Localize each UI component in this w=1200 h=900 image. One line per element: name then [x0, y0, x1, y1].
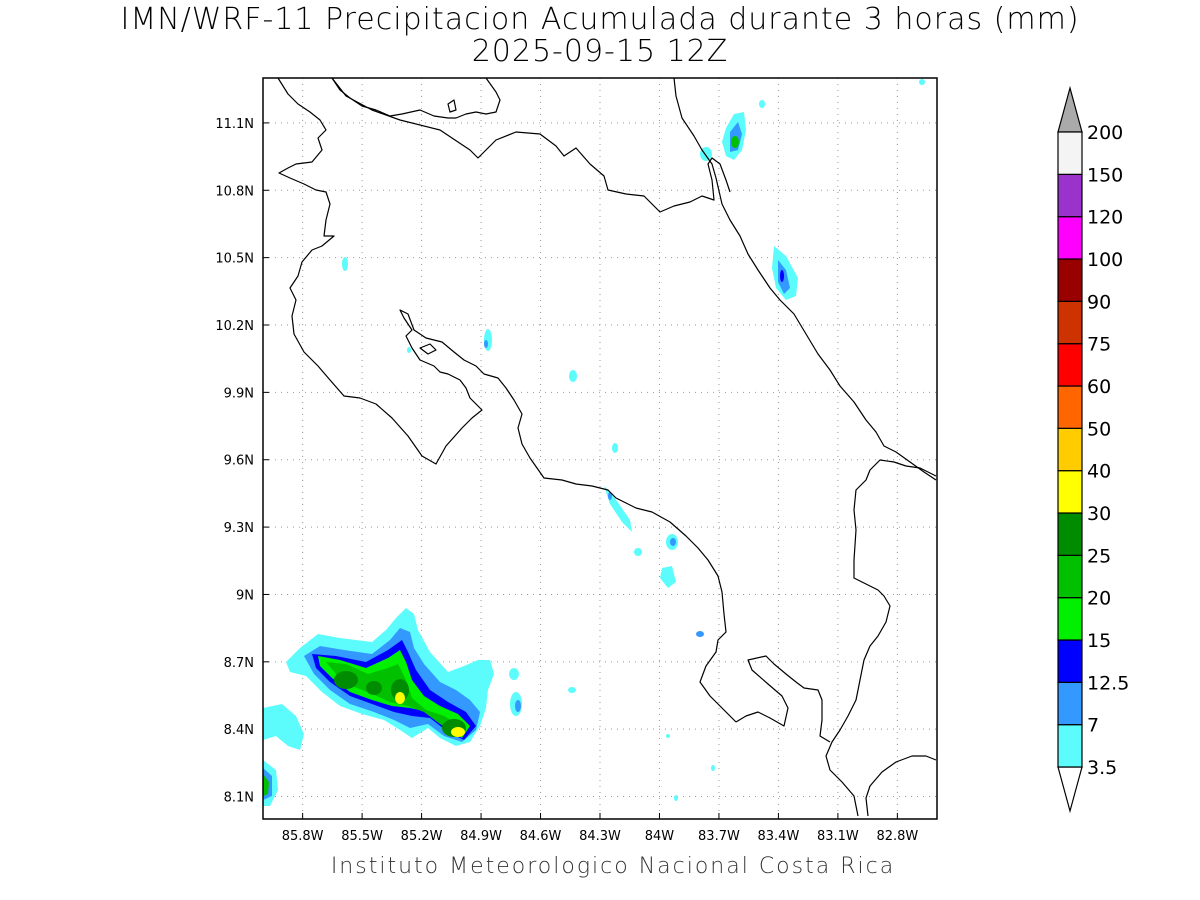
- map-frame: [262, 77, 938, 820]
- lake-island: [447, 99, 457, 113]
- colorbar-box: [1057, 554, 1083, 599]
- colorbar-box: [1057, 300, 1083, 345]
- colorbar-label: 60: [1087, 376, 1111, 398]
- colorbar-box: [1057, 427, 1083, 472]
- pacific-coastline: [277, 77, 737, 723]
- latitude-label: 9.3N: [224, 521, 254, 536]
- longitude-label: 85.2W: [401, 829, 443, 844]
- colorbar-under-arrow: [1057, 766, 1083, 814]
- longitude-label: 85.5W: [341, 829, 383, 844]
- precip-cluster-southwest: [286, 608, 494, 746]
- latitude-label: 9.9N: [224, 386, 254, 401]
- colorbar-over-arrow: [1057, 85, 1083, 133]
- map-subtitle: 2025-09-15 12Z: [471, 34, 729, 69]
- colorbar-label: 200: [1087, 122, 1123, 144]
- colorbar-label: 12.5: [1087, 672, 1129, 694]
- latitude-label: 10.8N: [215, 184, 254, 199]
- latitude-label: 11.1N: [215, 117, 254, 132]
- latitude-tick-labels: 8.1N 8.4N 8.7N 9N 9.3N 9.6N 9.9N 10.2N 10.5N 10.8…: [215, 117, 254, 806]
- precip-cluster-west-edge: [263, 668, 576, 806]
- latitude-label: 9N: [236, 588, 254, 603]
- longitude-label: 82.8W: [876, 829, 918, 844]
- osa-peninsula: [735, 655, 831, 743]
- colorbar-box: [1057, 724, 1083, 768]
- colorbar-label: 75: [1087, 334, 1111, 356]
- colorbar-box: [1057, 173, 1083, 218]
- colorbar-box: [1057, 131, 1083, 175]
- colorbar-label: 150: [1087, 164, 1123, 186]
- colorbar-labels: 3.5 7 12.5 15 20 25 30 40 50 60 75 90 100 120 150 200: [1087, 122, 1129, 779]
- lake-outline: [331, 77, 501, 119]
- precip-cluster-northeast: [700, 100, 798, 300]
- colorbar-label: 20: [1087, 588, 1111, 610]
- longitude-label: 84.9W: [460, 829, 502, 844]
- colorbar-box: [1057, 216, 1083, 260]
- colorbar-label: 90: [1087, 291, 1111, 313]
- longitude-label: 83.4W: [758, 829, 800, 844]
- nicoya-island: [419, 343, 437, 355]
- colorbar-label: 40: [1087, 461, 1111, 483]
- colorbar-box: [1057, 512, 1083, 556]
- colorbar-label: 50: [1087, 418, 1111, 440]
- colorbar-box: [1057, 639, 1083, 683]
- latitude-label: 10.5N: [215, 252, 254, 267]
- colorbar-box: [1057, 258, 1083, 302]
- colorbar-box: [1057, 385, 1083, 429]
- lake-nicaragua: [331, 77, 731, 213]
- colorbar-box: [1057, 597, 1083, 641]
- latitude-label: 10.2N: [215, 319, 254, 334]
- colorbar-label: 100: [1087, 249, 1123, 271]
- colorbar-label: 30: [1087, 503, 1111, 525]
- longitude-label: 85.8W: [282, 829, 324, 844]
- longitude-label: 84W: [645, 829, 675, 844]
- precip-scattered-cells: [342, 79, 925, 801]
- map-gridlines: [263, 78, 937, 819]
- colorbar-label: 3.5: [1087, 757, 1117, 779]
- colorbar-label: 25: [1087, 545, 1111, 567]
- institution-footer: Instituto Meteorologico Nacional Costa R…: [330, 854, 896, 879]
- precipitation-field: [263, 79, 925, 806]
- longitude-label: 83.1W: [817, 829, 859, 844]
- longitude-label: 84.6W: [520, 829, 562, 844]
- longitude-tick-labels: 85.8W 85.5W 85.2W 84.9W 84.6W 84.3W 84W 83.7W 83…: [282, 829, 919, 844]
- latitude-label: 8.4N: [224, 723, 254, 738]
- coastline-borders: [277, 77, 937, 817]
- latitude-label: 8.7N: [224, 656, 254, 671]
- colorbar-box: [1057, 343, 1083, 387]
- longitude-label: 83.7W: [698, 829, 740, 844]
- caribbean-coastline: [673, 77, 937, 481]
- precipitation-colorbar: 3.5 7 12.5 15 20 25 30 40 50 60 75 90 100 120 150 200: [1057, 85, 1129, 814]
- latitude-label: 9.6N: [224, 454, 254, 469]
- colorbar-label: 120: [1087, 207, 1123, 229]
- colorbar-label: 7: [1087, 715, 1099, 737]
- colorbar-box: [1057, 470, 1083, 514]
- longitude-label: 84.3W: [579, 829, 621, 844]
- panama-border: [825, 459, 937, 817]
- latitude-label: 8.1N: [224, 791, 254, 806]
- colorbar-label: 15: [1087, 630, 1111, 652]
- colorbar-box: [1057, 681, 1083, 726]
- colorbar-boxes: [1057, 131, 1083, 768]
- map-title: IMN/WRF-11 Precipitacion Acumulada duran…: [120, 2, 1080, 37]
